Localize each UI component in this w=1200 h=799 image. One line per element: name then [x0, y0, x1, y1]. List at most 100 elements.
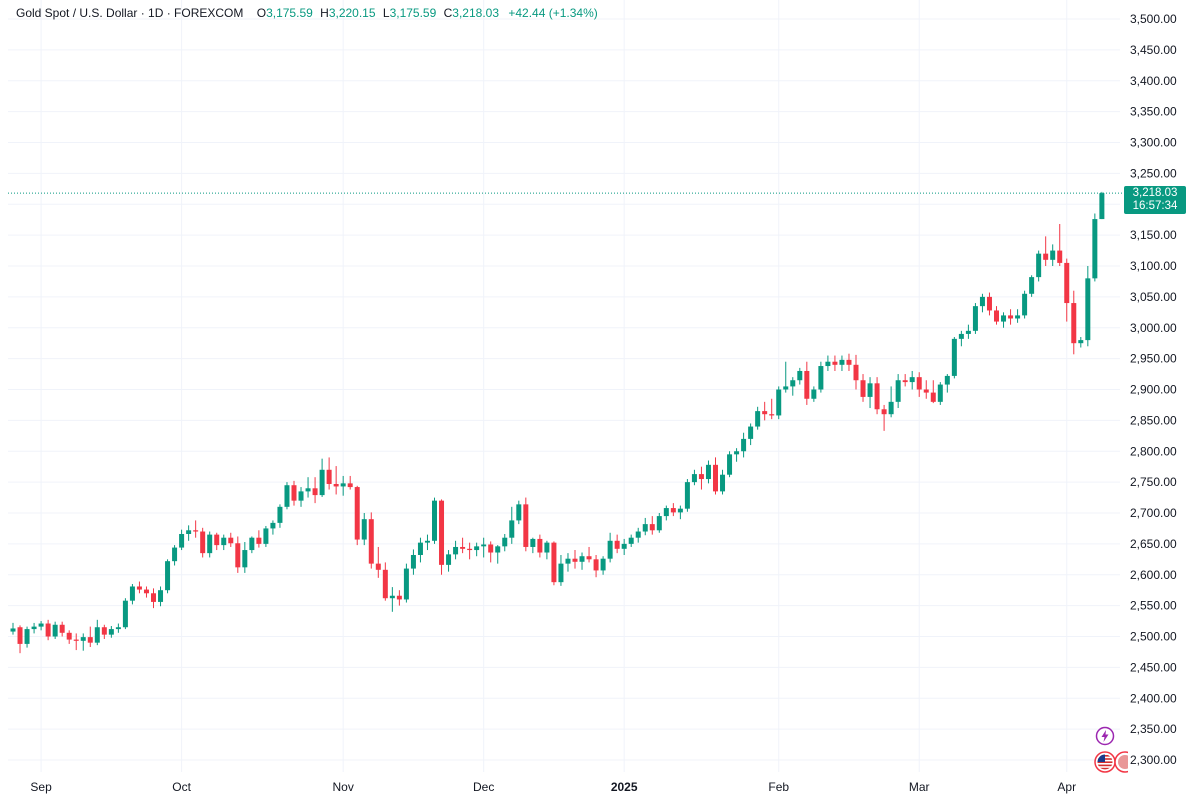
candle-down	[986, 296, 992, 311]
candle-down	[523, 504, 529, 547]
candle-down	[235, 543, 241, 568]
candle-down	[846, 359, 852, 365]
candle-up	[979, 296, 985, 307]
open-value: 3,175.59	[266, 6, 313, 20]
candle-down	[347, 483, 353, 488]
candle-down	[45, 623, 51, 637]
price-tick-label: 2,550.00	[1130, 599, 1177, 613]
price-tick-label: 3,150.00	[1130, 228, 1177, 242]
price-scale-background	[1120, 0, 1200, 799]
price-tick-label: 2,600.00	[1130, 568, 1177, 582]
last-price-tag: 3,218.03 16:57:34	[1124, 186, 1186, 214]
us-flag-icon-secondary[interactable]	[1112, 751, 1128, 773]
candle-up	[818, 366, 824, 390]
close-value: 3,218.03	[452, 6, 500, 20]
price-tick-label: 2,400.00	[1130, 691, 1177, 705]
price-tick-label: 2,750.00	[1130, 475, 1177, 489]
candle-up	[727, 454, 733, 475]
price-tick-label: 3,000.00	[1130, 321, 1177, 335]
candle-up	[579, 556, 585, 562]
candle-down	[832, 361, 838, 365]
candle-down	[488, 544, 494, 553]
us-flag-icon[interactable]	[1094, 751, 1116, 773]
time-tick-label: Mar	[909, 780, 930, 794]
time-tick-label: Dec	[473, 780, 494, 794]
candle-up	[31, 626, 37, 630]
low-label: L	[382, 6, 390, 20]
candle-down	[375, 563, 381, 570]
candle-up	[958, 333, 964, 339]
candle-up	[951, 338, 957, 376]
candle-up	[621, 543, 627, 549]
symbol-title[interactable]: Gold Spot / U.S. Dollar · 1D · FOREXCOM	[16, 6, 244, 20]
candle-up	[776, 389, 782, 416]
time-scale[interactable]: Sep Oct Nov Dec 2025 Feb Mar Apr	[30, 780, 1076, 794]
candle-up	[115, 627, 121, 630]
candle-down	[593, 559, 599, 571]
candle-up	[249, 537, 255, 551]
candle-up	[80, 637, 86, 641]
candle-up	[937, 384, 943, 402]
candle-up	[741, 438, 747, 452]
candle-up	[516, 504, 522, 521]
candle-down	[698, 474, 704, 480]
candle-up	[888, 401, 894, 415]
candle-up	[158, 590, 164, 602]
candle-up	[24, 629, 30, 644]
candle-up	[94, 627, 100, 643]
candle-up	[642, 524, 648, 532]
time-tick-label: Nov	[333, 780, 354, 794]
candle-down	[200, 531, 206, 554]
candle-down	[1064, 262, 1070, 304]
candle-up	[340, 483, 346, 487]
countdown-timer: 16:57:34	[1132, 200, 1178, 212]
high-value: 3,220.15	[328, 6, 376, 20]
candle-up	[1078, 340, 1084, 344]
price-tick-label: 2,300.00	[1130, 753, 1177, 767]
candle-down	[382, 569, 388, 599]
candle-down	[1057, 250, 1063, 263]
candle-up	[691, 474, 697, 483]
grid	[8, 0, 1120, 772]
candle-down	[572, 558, 578, 562]
candle-down	[853, 364, 859, 381]
candle-down	[439, 500, 445, 565]
lightning-icon[interactable]	[1095, 726, 1115, 746]
candle-up	[52, 624, 58, 637]
candle-up	[1015, 315, 1021, 319]
candle-down	[713, 464, 718, 492]
time-tick-label: 2025	[611, 780, 638, 794]
price-tick-label: 2,700.00	[1130, 506, 1177, 520]
candle-down	[762, 411, 768, 415]
candle-up	[944, 375, 950, 385]
candle-up	[361, 519, 367, 540]
candle-down	[881, 409, 887, 415]
price-scale[interactable]: 3,500.00 3,450.00 3,400.00 3,350.00 3,300.00…	[1130, 12, 1177, 767]
candle-up	[108, 629, 114, 635]
candle-down	[396, 595, 402, 600]
candle-up	[263, 528, 269, 544]
candle-up	[481, 544, 487, 547]
price-tick-label: 2,650.00	[1130, 537, 1177, 551]
price-tick-label: 3,250.00	[1130, 166, 1177, 180]
candle-down	[87, 637, 93, 643]
candle-up	[965, 330, 971, 334]
candle-up	[242, 550, 248, 568]
price-tick-label: 3,350.00	[1130, 105, 1177, 119]
candle-down	[66, 632, 72, 640]
candle-up	[10, 628, 16, 632]
candle-down	[902, 380, 908, 383]
candle-up	[172, 547, 178, 562]
open-label: O	[256, 6, 267, 20]
candle-down	[467, 548, 473, 551]
candle-up	[663, 508, 669, 517]
candle-up	[1085, 278, 1091, 341]
candle-up	[165, 561, 171, 591]
time-tick-label: Oct	[172, 780, 191, 794]
candle-down	[73, 639, 79, 641]
price-tick-label: 2,350.00	[1130, 722, 1177, 736]
candle-up	[424, 540, 430, 543]
candle-down	[333, 483, 339, 487]
candle-up	[284, 485, 290, 507]
